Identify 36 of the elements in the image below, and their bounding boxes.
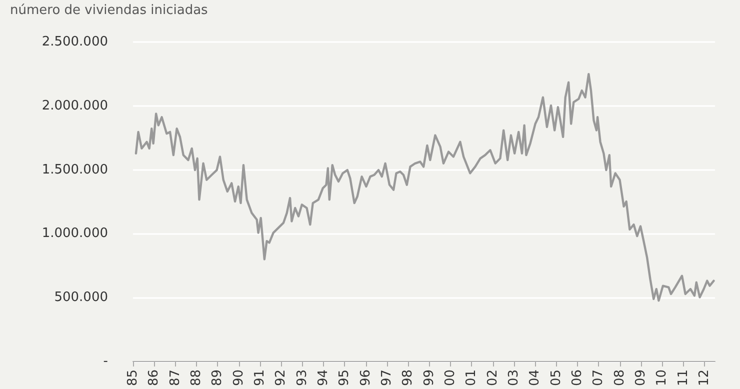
x-tick-label: 01 bbox=[464, 369, 480, 386]
x-tick-label: 90 bbox=[231, 369, 246, 386]
x-tick-label: 03 bbox=[506, 369, 522, 386]
x-tick-label: 06 bbox=[570, 369, 585, 386]
y-tick-label: 1.500.000 bbox=[42, 162, 108, 178]
x-tick-label: 11 bbox=[676, 369, 691, 386]
x-tick-label: 02 bbox=[485, 369, 500, 386]
x-tick-label: 93 bbox=[294, 369, 310, 386]
x-tick-label: 89 bbox=[210, 369, 226, 386]
x-tick-label: 04 bbox=[528, 369, 543, 386]
y-tick-label: 2.500.000 bbox=[42, 34, 108, 50]
x-tick-label: 91 bbox=[252, 369, 268, 386]
x-tick-label: 85 bbox=[126, 369, 140, 386]
x-tick-label: 99 bbox=[422, 369, 437, 386]
y-tick-label: 1.000.000 bbox=[42, 226, 108, 242]
x-tick-label: 08 bbox=[612, 369, 628, 386]
x-tick-label: 12 bbox=[696, 369, 712, 386]
x-tick-label: 09 bbox=[633, 369, 648, 386]
x-tick-label: 98 bbox=[400, 369, 416, 386]
y-tick-label: 2.000.000 bbox=[42, 98, 108, 114]
x-tick-label: 05 bbox=[548, 369, 564, 386]
x-tick-label: 92 bbox=[274, 369, 289, 386]
x-tick-label: 87 bbox=[168, 369, 183, 386]
y-axis-title: número de viviendas iniciadas bbox=[10, 3, 208, 18]
x-tick-label: 95 bbox=[337, 369, 352, 386]
x-tick-label: 96 bbox=[358, 369, 374, 386]
line-series bbox=[134, 72, 715, 302]
x-tick-label: 07 bbox=[591, 369, 606, 386]
y-tick-label: 500.000 bbox=[54, 290, 108, 306]
x-tick-label: 88 bbox=[188, 369, 204, 386]
x-tick-label: 10 bbox=[654, 369, 670, 386]
x-tick-label: 94 bbox=[316, 369, 331, 386]
x-tick-label: 00 bbox=[442, 369, 458, 386]
x-tick-label: 97 bbox=[379, 369, 394, 386]
x-tick-label: 86 bbox=[146, 369, 162, 386]
y-tick-label: - bbox=[103, 354, 108, 369]
